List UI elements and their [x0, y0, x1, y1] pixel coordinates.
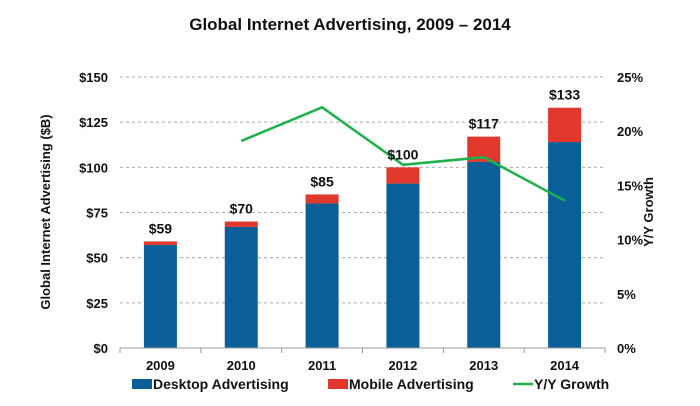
- growth-line: [240, 105, 566, 202]
- bar-mobile-advertising: [548, 107, 582, 143]
- total-label: $59: [149, 220, 173, 236]
- x-tick-label: 2011: [308, 358, 336, 373]
- bar-desktop-advertising: [467, 161, 501, 348]
- total-label: $100: [387, 146, 418, 162]
- chart-title: Global Internet Advertising, 2009 – 2014: [189, 15, 511, 34]
- legend-label: Mobile Advertising: [349, 376, 474, 392]
- bar-mobile-advertising: [386, 167, 420, 184]
- y2-tick-label: 25%: [617, 70, 643, 85]
- x-axis: 2009 2010 2011 2012 2013 2014: [119, 347, 606, 373]
- y2-axis-title: Y/Y Growth: [641, 177, 656, 247]
- legend-swatch: [328, 379, 348, 389]
- bar-desktop-advertising: [143, 245, 177, 348]
- gridlines: [120, 76, 605, 304]
- growth-line-group: [240, 105, 566, 202]
- data-labels: $59 $70 $85 $100 $117 $133: [149, 87, 581, 237]
- y2-tick-label: 10%: [617, 233, 643, 248]
- bar-mobile-advertising: [224, 221, 258, 227]
- y2-tick-label: 20%: [617, 124, 643, 139]
- bar-desktop-advertising: [386, 183, 420, 348]
- x-tick-label: 2014: [550, 358, 580, 373]
- x-tick-label: 2009: [146, 358, 175, 373]
- y-tick-label: $100: [79, 160, 108, 175]
- legend-swatch: [132, 379, 152, 389]
- y2-tick-label: 15%: [617, 178, 643, 193]
- y-axis-title: Global Internet Advertising ($B): [38, 114, 53, 309]
- y-tick-label: $25: [86, 296, 108, 311]
- bar-desktop-advertising: [548, 142, 582, 348]
- y-tick-label: $75: [86, 206, 108, 221]
- total-label: $85: [310, 173, 334, 189]
- total-label: $133: [549, 87, 580, 103]
- legend: Desktop Advertising Mobile Advertising Y/Y…: [132, 376, 609, 392]
- bar-desktop-advertising: [305, 203, 339, 348]
- bar-mobile-advertising: [305, 194, 339, 204]
- legend-label: Desktop Advertising: [153, 376, 289, 392]
- x-tick-label: 2012: [388, 358, 417, 373]
- y2-tick-label: 0%: [617, 341, 636, 356]
- x-tick-label: 2010: [227, 358, 256, 373]
- total-label: $70: [230, 201, 254, 217]
- y-axis-right: 0% 5% 10% 15% 20% 25%: [617, 70, 643, 356]
- y-tick-label: $125: [79, 115, 108, 130]
- y-tick-label: $150: [79, 70, 108, 85]
- bars: [143, 107, 582, 348]
- bar-mobile-advertising: [143, 241, 177, 246]
- y-tick-label: $50: [86, 251, 108, 266]
- y-tick-label: $0: [94, 341, 108, 356]
- total-label: $117: [469, 116, 500, 132]
- y-axis-left: $0 $25 $50 $75 $100 $125 $150: [79, 70, 108, 356]
- y2-tick-label: 5%: [617, 287, 636, 302]
- legend-label: Y/Y Growth: [534, 376, 609, 392]
- x-tick-label: 2013: [469, 358, 498, 373]
- bar-desktop-advertising: [224, 226, 258, 348]
